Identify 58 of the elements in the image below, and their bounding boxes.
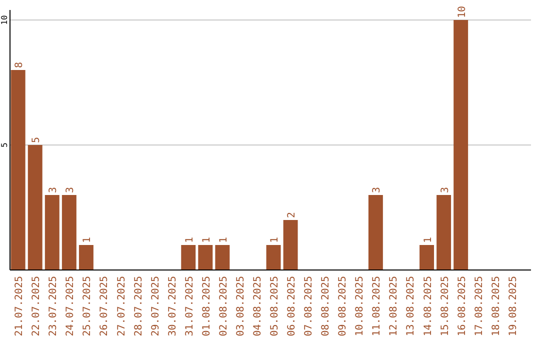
bar bbox=[215, 245, 230, 270]
x-tick-label: 01.08.2025 bbox=[201, 276, 212, 336]
x-tick-label: 02.08.2025 bbox=[218, 276, 230, 336]
data-label: 1 bbox=[201, 236, 212, 243]
x-tick-label: 11.08.2025 bbox=[372, 276, 383, 336]
data-label: 3 bbox=[65, 186, 76, 193]
x-tick-label: 30.07.2025 bbox=[167, 276, 178, 336]
x-tick-label: 15.08.2025 bbox=[440, 276, 451, 336]
x-tick-label: 16.08.2025 bbox=[456, 276, 468, 336]
data-label: 3 bbox=[372, 186, 383, 193]
x-tick-label: 27.07.2025 bbox=[116, 276, 128, 336]
x-tick-label: 05.08.2025 bbox=[270, 276, 281, 336]
data-label: 5 bbox=[31, 136, 42, 143]
x-tick-label: 28.07.2025 bbox=[133, 276, 144, 336]
x-tick-label: 13.08.2025 bbox=[406, 276, 417, 336]
x-tick-label: 24.07.2025 bbox=[65, 276, 76, 336]
data-label: 8 bbox=[14, 62, 26, 68]
x-tick-label: 18.08.2025 bbox=[490, 276, 502, 336]
bar bbox=[198, 245, 213, 270]
x-tick-label: 22.07.2025 bbox=[31, 276, 42, 336]
x-tick-label: 06.08.2025 bbox=[286, 276, 298, 336]
x-tick-label: 12.08.2025 bbox=[388, 276, 400, 336]
data-label: 1 bbox=[184, 236, 196, 243]
x-tick-label: 31.07.2025 bbox=[184, 276, 196, 336]
bar bbox=[181, 245, 196, 270]
x-tick-label: 09.08.2025 bbox=[338, 276, 349, 336]
x-tick-label: 10.08.2025 bbox=[354, 276, 366, 336]
bar bbox=[266, 245, 281, 270]
data-label: 1 bbox=[218, 236, 230, 243]
x-tick-label: 21.07.2025 bbox=[14, 276, 26, 336]
x-tick-label: 08.08.2025 bbox=[320, 276, 332, 336]
data-label: 3 bbox=[48, 186, 60, 193]
x-tick-label: 17.08.2025 bbox=[474, 276, 485, 336]
bar bbox=[44, 195, 60, 270]
bar bbox=[368, 195, 383, 270]
data-label: 10 bbox=[456, 6, 468, 18]
x-tick-label: 03.08.2025 bbox=[235, 276, 246, 336]
bar bbox=[454, 20, 468, 270]
x-tick-label: 29.07.2025 bbox=[150, 276, 162, 336]
x-tick-label: 04.08.2025 bbox=[252, 276, 264, 336]
x-tick-label: 23.07.2025 bbox=[48, 276, 60, 336]
x-tick-label: 19.08.2025 bbox=[508, 276, 519, 336]
data-label: 1 bbox=[82, 236, 94, 243]
data-label: 2 bbox=[286, 212, 298, 218]
x-tick-label: 07.08.2025 bbox=[304, 276, 315, 336]
bar bbox=[436, 195, 452, 270]
x-tick-label: 14.08.2025 bbox=[422, 276, 434, 336]
x-tick-label: 25.07.2025 bbox=[82, 276, 94, 336]
data-label: 1 bbox=[270, 236, 281, 243]
bar bbox=[62, 195, 76, 270]
data-label: 3 bbox=[440, 186, 451, 193]
x-tick-label: 26.07.2025 bbox=[99, 276, 110, 336]
bar bbox=[28, 145, 42, 270]
bar bbox=[283, 220, 298, 270]
bar bbox=[420, 245, 434, 270]
data-label: 1 bbox=[422, 236, 434, 243]
bar bbox=[78, 245, 94, 270]
bar bbox=[10, 70, 26, 270]
